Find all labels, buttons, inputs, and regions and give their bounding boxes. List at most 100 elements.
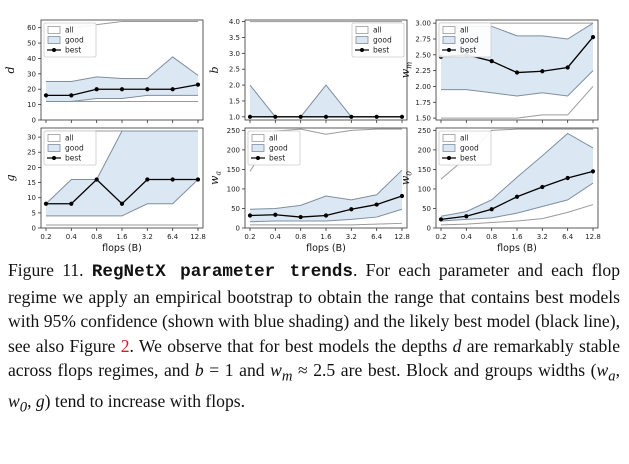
legend-swatch-good (47, 36, 61, 44)
best-point (94, 87, 99, 92)
legend-swatch-best-marker (447, 156, 451, 160)
x-tick-label: 0.8 (486, 233, 497, 241)
legend-label-best: best (460, 46, 476, 55)
best-point (145, 177, 150, 182)
y-tick-label: 250 (227, 127, 240, 135)
y-axis-label: wm (399, 62, 414, 79)
y-axis-label: wa (208, 171, 223, 185)
x-tick-label: 6.4 (371, 233, 383, 241)
caption-text-3: are remarkably stable across flops regim… (8, 335, 621, 381)
legend-swatch-good (442, 36, 456, 44)
best-point (399, 193, 405, 199)
x-axis-label: flops (B) (102, 243, 142, 254)
caption-title: RegNetX parameter trends (91, 262, 353, 282)
best-point (540, 69, 545, 74)
y-tick-label: 0 (427, 225, 431, 233)
best-point (195, 82, 201, 87)
y-tick-label: 2.0 (229, 82, 240, 90)
x-tick-label: 0.2 (244, 233, 255, 241)
legend-label-best: best (460, 154, 476, 163)
legend-label-good: good (65, 36, 84, 45)
best-point (374, 202, 379, 207)
y-tick-label: 0 (32, 117, 36, 125)
y-tick-label: 40 (27, 55, 36, 63)
y-tick-label: 10 (27, 194, 36, 202)
y-tick-label: 10 (27, 101, 36, 109)
y-tick-label: 50 (231, 205, 240, 213)
best-point (145, 87, 150, 92)
all-range-lower-line (250, 222, 403, 226)
legend-label-best: best (373, 46, 389, 55)
y-tick-label: 3.00 (415, 20, 431, 28)
legend-swatch-good (251, 144, 265, 152)
caption-text-6: , (615, 360, 620, 381)
best-point (590, 169, 596, 174)
x-tick-label: 3.2 (346, 233, 357, 241)
best-point (298, 214, 303, 220)
best-point (399, 114, 405, 119)
y-tick-label: 3.0 (229, 50, 240, 58)
caption-var-wm: w (270, 360, 282, 381)
caption-var-g: g (35, 391, 45, 412)
figure-caption: Figure 11. RegNetX parameter trends. For… (8, 258, 620, 421)
caption-var-wm-sub: m (281, 368, 293, 385)
y-tick-label: 30 (27, 70, 36, 78)
y-tick-label: 2.00 (415, 83, 431, 91)
caption-text-5: ≈ 2.5 are best. Block and groups widths … (292, 360, 597, 381)
best-point (349, 114, 354, 119)
legend-label-all: all (460, 134, 469, 143)
x-axis-label: flops (B) (497, 243, 537, 254)
caption-var-b: b (194, 360, 204, 381)
y-tick-label: 50 (422, 205, 431, 213)
subplot-3: 1.50 1.75 2.00 2.25 2.50 2.75 3.00 wm allgoodbes… (399, 19, 599, 123)
y-tick-label: 150 (227, 166, 240, 174)
legend-swatch-best-marker (360, 48, 364, 52)
x-tick-label: 0.8 (295, 233, 306, 241)
good-range-upper-line (46, 56, 199, 83)
y-tick-label: 1.75 (415, 99, 431, 107)
legend-swatch-all (47, 134, 61, 142)
legend-label-best: best (269, 154, 285, 163)
good-range-lower-line (249, 208, 403, 223)
good-range-lower-line (46, 179, 199, 217)
good-range-lower-line (441, 70, 594, 97)
good-range-lower-line (46, 94, 198, 103)
good-range-upper-line (249, 169, 403, 210)
legend-label-good: good (65, 144, 84, 153)
legend-swatch-good (355, 36, 369, 44)
legend-swatch-good (442, 144, 456, 152)
legend-swatch-best-marker (447, 48, 451, 52)
legend-swatch-good (47, 144, 61, 152)
legend-label-all: all (65, 134, 74, 143)
y-tick-label: 2.25 (415, 67, 431, 75)
best-point (247, 114, 253, 119)
good-range-upper-line (440, 132, 594, 217)
subplot-5: 0 50 100 150 200 250 0.2 0.4 0.8 1.6 3.2 6.4 12.8 flo… (208, 127, 410, 254)
x-axis-label: flops (B) (306, 243, 346, 254)
good-range-upper-line (45, 130, 198, 205)
y-tick-label: 1.0 (229, 113, 240, 121)
y-tick-label: 1.5 (229, 97, 240, 105)
best-point (119, 201, 125, 206)
x-tick-label: 3.2 (537, 233, 548, 241)
x-tick-label: 1.6 (320, 233, 332, 241)
y-tick-label: 2.5 (229, 66, 240, 74)
y-axis-label-subscript: 0 (405, 171, 414, 176)
subplot-6: 0 50 100 150 200 250 0.2 0.4 0.8 1.6 3.2 6.4 12.8 flo… (399, 127, 601, 254)
figure-2-link[interactable]: 2 (120, 335, 130, 356)
all-range-lower-line (441, 86, 594, 119)
y-tick-label: 150 (418, 166, 431, 174)
legend-swatch-all (251, 134, 265, 142)
best-point (464, 214, 469, 219)
best-point (540, 184, 545, 190)
legend-swatch-all (442, 134, 456, 142)
x-tick-label: 6.4 (167, 233, 179, 241)
caption-text-2: . We observe that for best models the de… (129, 335, 453, 356)
best-point (298, 114, 303, 119)
y-tick-label: 5 (32, 209, 36, 217)
y-tick-label: 250 (418, 127, 431, 135)
caption-var-w0: w (8, 391, 20, 412)
